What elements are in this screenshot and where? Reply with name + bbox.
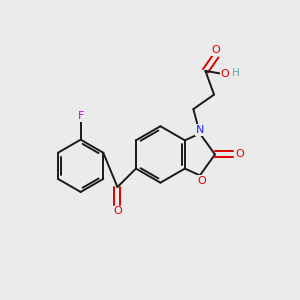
Text: O: O	[235, 149, 244, 160]
Text: O: O	[212, 45, 220, 55]
Text: F: F	[77, 112, 84, 122]
Text: O: O	[221, 69, 230, 79]
Text: O: O	[197, 176, 206, 186]
Text: O: O	[113, 206, 122, 216]
Text: H: H	[232, 68, 240, 78]
Text: N: N	[196, 125, 205, 135]
